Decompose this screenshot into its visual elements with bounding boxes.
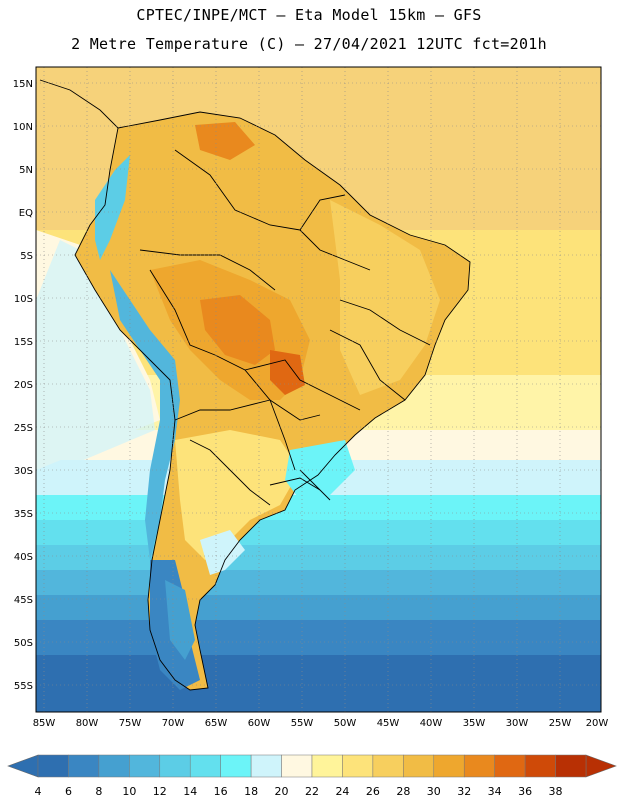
colorbar-label: 28	[396, 785, 410, 798]
colorbar-swatch	[220, 754, 252, 778]
lat-label: 25S	[14, 423, 33, 434]
colorbar-swatch	[494, 754, 526, 778]
lon-label: 20W	[586, 718, 609, 729]
lon-label: 55W	[291, 718, 314, 729]
lat-label: 45S	[14, 595, 33, 606]
lon-label: 70W	[162, 718, 185, 729]
colorbar-label: 38	[549, 785, 563, 798]
land-south-america	[75, 112, 470, 690]
lat-label: 30S	[14, 466, 33, 477]
lat-label: 5S	[20, 251, 33, 262]
map-frame	[35, 66, 602, 713]
lat-labels: 15N 10N 5N EQ 5S 10S 15S 20S 25S 30S 35S…	[13, 79, 33, 692]
colorbar-swatch	[433, 754, 465, 778]
colorbar-label: 34	[488, 785, 502, 798]
colorbar-label: 32	[457, 785, 471, 798]
colorbar-swatch	[311, 754, 343, 778]
lon-label: 75W	[119, 718, 142, 729]
colorbar-label: 22	[305, 785, 319, 798]
colorbar-label: 18	[244, 785, 258, 798]
colorbar-swatch	[189, 754, 221, 778]
lat-label: 35S	[14, 509, 33, 520]
colorbar-label: 10	[122, 785, 136, 798]
map-title: CPTEC/INPE/MCT – Eta Model 15km – GFS	[136, 6, 482, 24]
lat-label: 10N	[13, 122, 33, 133]
colorbar-label: 30	[427, 785, 441, 798]
lat-label: 15S	[14, 337, 33, 348]
colorbar-label: 24	[335, 785, 349, 798]
lat-label: 20S	[14, 380, 33, 391]
lon-label: 50W	[334, 718, 357, 729]
colorbar-swatch	[250, 754, 282, 778]
lat-label: EQ	[19, 208, 33, 219]
colorbar-label: 12	[153, 785, 167, 798]
colorbar-label: 20	[275, 785, 289, 798]
colorbar-swatch	[68, 754, 100, 778]
colorbar-swatch	[555, 754, 587, 778]
lat-label: 15N	[13, 79, 33, 90]
colorbar-label: 26	[366, 785, 380, 798]
lon-label: 85W	[33, 718, 56, 729]
colorbar-label: 8	[95, 785, 102, 798]
lat-label: 40S	[14, 552, 33, 563]
colorbar-swatch	[281, 754, 313, 778]
lon-label: 45W	[377, 718, 400, 729]
colorbar-swatch	[463, 754, 495, 778]
colorbar-right-arrow	[585, 754, 617, 778]
lon-label: 60W	[248, 718, 271, 729]
lat-label: 5N	[19, 165, 33, 176]
lon-label: 65W	[205, 718, 228, 729]
lat-label: 10S	[14, 294, 33, 305]
lon-labels: 85W 80W 75W 70W 65W 60W 55W 50W 45W 40W …	[33, 718, 609, 729]
lat-label: 55S	[14, 681, 33, 692]
colorbar: 4 6 8 10 12 14 16 18 20 22 24 26 28 30 32 34 36 38	[7, 754, 617, 798]
lon-label: 35W	[463, 718, 486, 729]
colorbar-label: 14	[183, 785, 197, 798]
colorbar-swatch	[37, 754, 69, 778]
colorbar-swatch	[129, 754, 161, 778]
colorbar-left-arrow	[7, 754, 39, 778]
colorbar-swatch	[372, 754, 404, 778]
lon-label: 80W	[76, 718, 99, 729]
lon-label: 40W	[420, 718, 443, 729]
colorbar-label: 16	[214, 785, 228, 798]
colorbar-swatch	[524, 754, 556, 778]
lat-label: 50S	[14, 638, 33, 649]
colorbar-label: 6	[65, 785, 72, 798]
colorbar-swatch	[159, 754, 191, 778]
colorbar-label: 4	[35, 785, 42, 798]
colorbar-swatch	[98, 754, 130, 778]
lon-label: 25W	[549, 718, 572, 729]
colorbar-swatch	[342, 754, 374, 778]
map-subtitle: 2 Metre Temperature (C) – 27/04/2021 12U…	[71, 35, 547, 53]
lon-label: 30W	[506, 718, 529, 729]
colorbar-swatch	[403, 754, 435, 778]
borders	[39, 79, 471, 691]
colorbar-label: 36	[518, 785, 532, 798]
